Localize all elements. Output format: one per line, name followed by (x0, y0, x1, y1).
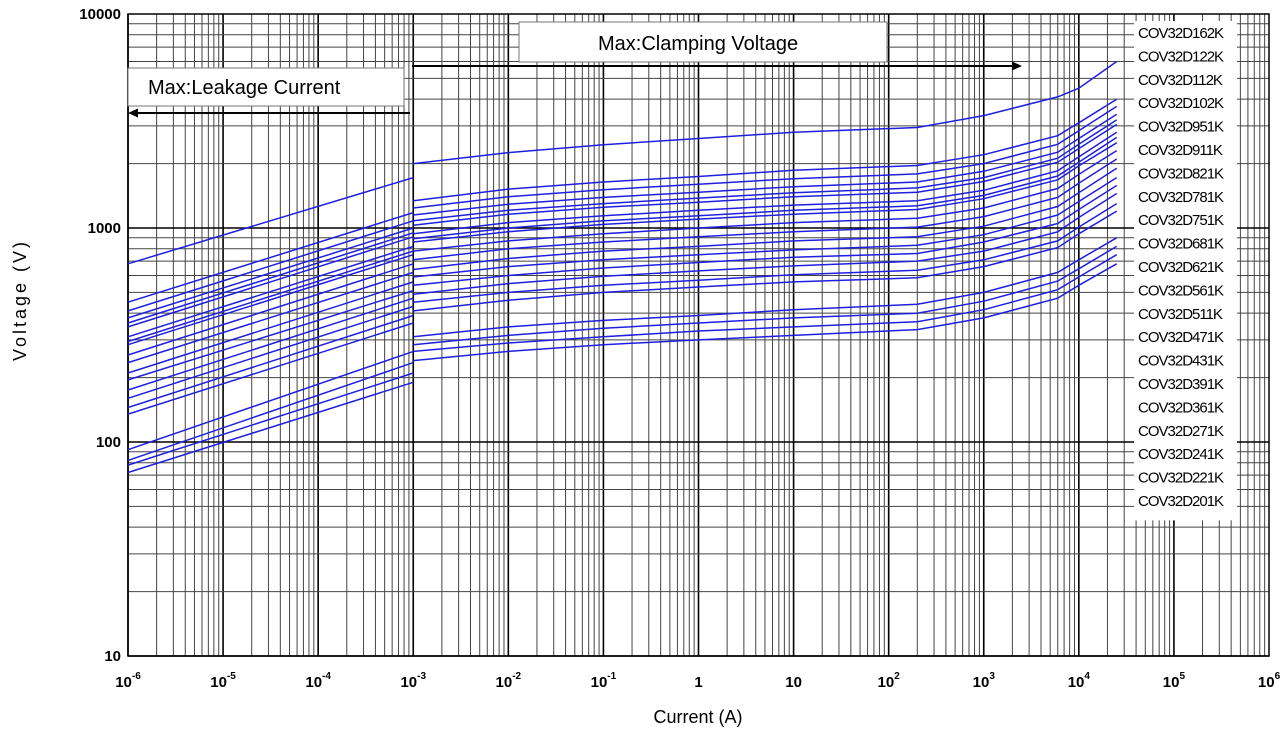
series-line-leakage (128, 213, 413, 303)
x-tick-label: 10 (785, 674, 802, 691)
legend-entry: COV32D681K (1138, 236, 1224, 253)
y-tick-label: 1000 (88, 220, 121, 237)
legend-entry: COV32D511K (1138, 306, 1223, 323)
legend-entry: COV32D271K (1138, 423, 1224, 440)
series-line-leakage (128, 221, 413, 311)
x-tick-label: 105 (1163, 671, 1186, 691)
x-tick-label: 106 (1258, 671, 1281, 691)
y-axis-label: Voltage (V) (10, 239, 30, 361)
legend-entry: COV32D781K (1138, 189, 1224, 206)
clamping-label: Max:Clamping Voltage (598, 33, 798, 55)
legend-entry: COV32D201K (1138, 493, 1224, 510)
x-tick-label: 1 (694, 674, 702, 691)
clamping-arrowhead-icon (1012, 62, 1022, 71)
x-tick-label: 10-5 (210, 671, 236, 691)
y-tick-label: 10000 (79, 6, 121, 23)
legend-entry: COV32D821K (1138, 165, 1224, 182)
legend-entry: COV32D241K (1138, 446, 1224, 463)
leakage-annotation: Max:Leakage Current (128, 68, 410, 118)
series-line-leakage (128, 255, 413, 345)
series-line-leakage (128, 272, 413, 362)
legend-entry: COV32D911K (1138, 142, 1223, 159)
legend-entry: COV32D951K (1138, 119, 1224, 136)
legend-entry: COV32D221K (1138, 470, 1224, 487)
y-tick-label: 100 (96, 434, 121, 451)
x-tick-label: 10-2 (496, 671, 522, 691)
series-line-leakage (128, 306, 413, 398)
legend-entry: COV32D112K (1138, 72, 1223, 89)
legend-entry: COV32D162K (1138, 25, 1224, 42)
series-line-leakage (128, 373, 413, 465)
x-axis-label: Current (A) (653, 707, 742, 727)
x-tick-label: 10-4 (305, 671, 331, 691)
legend-entry: COV32D122K (1138, 48, 1224, 65)
legend-entry: COV32D431K (1138, 353, 1224, 370)
series-line-leakage (128, 316, 413, 408)
series-line-leakage (128, 246, 413, 336)
leakage-arrowhead-icon (128, 109, 138, 118)
legend-entry: COV32D361K (1138, 399, 1224, 416)
y-tick-label: 10 (104, 648, 121, 665)
x-tick-label: 10-1 (591, 671, 617, 691)
legend-entry: COV32D102K (1138, 95, 1224, 112)
series-layer (128, 62, 1117, 473)
x-tick-label: 102 (878, 671, 901, 691)
x-tick-label: 10-3 (400, 671, 426, 691)
legend: COV32D162K COV32D122K COV32D112K COV32D102K… (1134, 21, 1237, 520)
legend-entry: COV32D751K (1138, 212, 1224, 229)
legend-entry: COV32D471K (1138, 329, 1224, 346)
series-line-leakage (128, 382, 413, 472)
x-tick-label: 103 (973, 671, 996, 691)
leakage-label: Max:Leakage Current (148, 77, 341, 99)
legend-entry: COV32D391K (1138, 376, 1224, 393)
series-line-leakage (128, 298, 413, 390)
x-tick-label: 10-6 (115, 671, 141, 691)
legend-entry: COV32D621K (1138, 259, 1224, 276)
legend-entry: COV32D561K (1138, 282, 1224, 299)
x-tick-label: 104 (1068, 671, 1091, 691)
